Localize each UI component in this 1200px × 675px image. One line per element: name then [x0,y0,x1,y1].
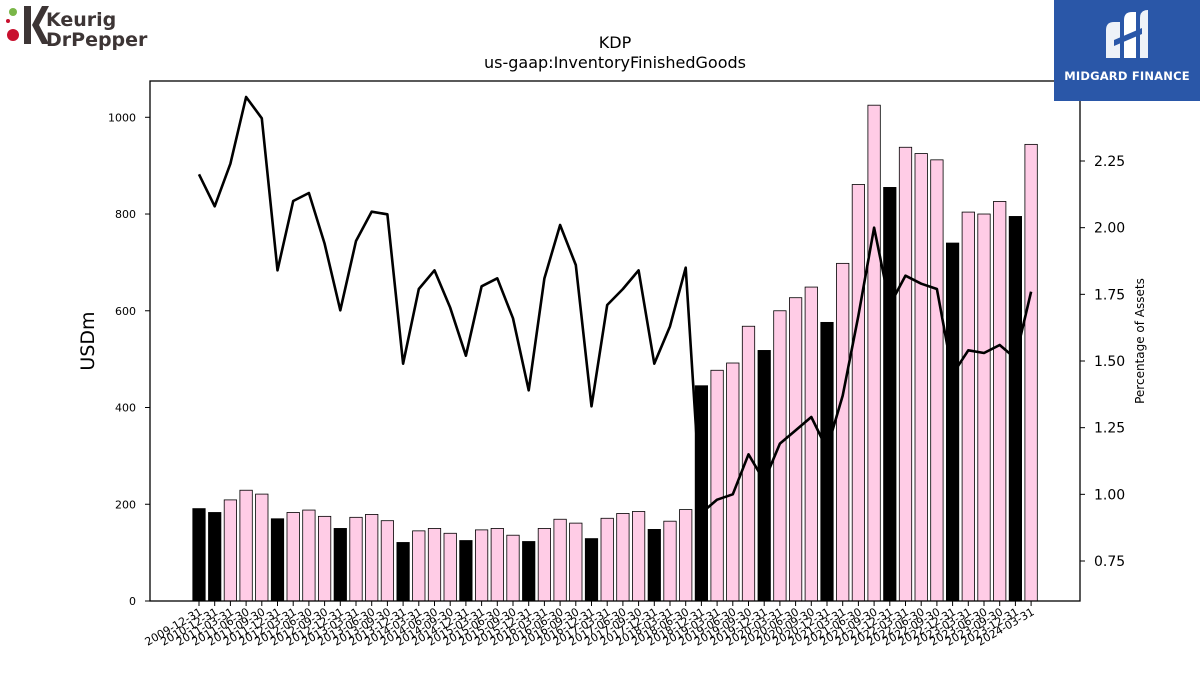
logo-k-mark [24,6,49,44]
logo-drop-red [7,29,19,41]
bar [804,286,818,602]
y-tick-label: 1000 [108,111,136,124]
y2-tick-label: 2.25 [1094,154,1125,170]
logo-line1: Keurig [46,9,116,31]
bar [993,201,1007,602]
bar [223,499,237,602]
bar [584,538,599,602]
bar [600,517,614,602]
midgard-finance-badge: MIDGARD FINANCE [1054,0,1200,101]
y2-tick-label: 2.00 [1094,221,1125,237]
chart-marks: 0 200 400 600 800 1000 0.75 1.00 1.25 1.50 1.75 2.0… [108,80,1125,649]
bar [333,528,347,602]
bar [553,518,567,602]
bar [474,529,489,602]
bar [883,187,897,602]
bar [663,520,677,602]
percent-line [197,95,1033,515]
bar [412,530,426,602]
y2-tick-label: 0.75 [1094,554,1125,570]
bar [1024,143,1038,602]
bar [208,512,222,602]
y2-tick-label: 1.75 [1094,287,1125,303]
keurig-dr-pepper-logo: Keurig DrPepper [6,6,148,50]
bar [443,532,457,602]
bar [820,321,834,602]
bar [569,522,583,602]
bar [427,528,442,602]
y-tick-label: 0 [129,595,136,608]
bar [380,520,395,602]
y2-tick-label: 1.50 [1094,354,1125,370]
bar [302,509,316,602]
bar [867,104,881,602]
logo-line2: DrPepper [46,29,148,50]
y-tick-label: 200 [115,498,136,511]
bar [632,511,646,602]
midgard-badge-text: MIDGARD FINANCE [1064,69,1190,83]
y-tick-label: 400 [115,402,136,415]
y2-axis-label: Percentage of Assets [1133,278,1147,404]
bar [506,534,520,602]
bar [239,489,253,602]
y-axis-label: USDm [77,311,99,370]
y-tick-label: 800 [115,208,136,221]
bar [396,542,410,602]
bar [255,493,269,602]
bar [647,529,661,602]
bar [522,541,536,602]
y2-tick-label: 1.00 [1094,487,1125,503]
bar [914,153,928,602]
bar [789,297,803,602]
bar [459,540,473,602]
bar [836,262,850,602]
bar [537,528,552,602]
bar [1008,216,1023,602]
bar [679,509,693,602]
bar [616,513,630,602]
chart-title: KDP [599,33,632,52]
plot-frame [149,80,1081,602]
bar [192,508,206,602]
bar [961,211,975,602]
midgard-logo-icon [1106,10,1148,58]
bar [317,515,332,602]
bar [898,146,913,602]
bar [710,369,724,602]
bar [851,184,866,602]
chart-subtitle: us-gaap:InventoryFinishedGoods [484,53,746,72]
bar [349,516,363,602]
bar [365,514,379,602]
logo-leaf-green [9,8,17,16]
bar [490,528,504,602]
y2-tick-label: 1.25 [1094,421,1125,437]
bar [270,518,285,602]
logo-dot-red [6,19,10,23]
bar [286,512,300,602]
bar [946,242,960,602]
bar [977,213,991,602]
y-tick-label: 600 [115,305,136,318]
bar [930,159,944,602]
